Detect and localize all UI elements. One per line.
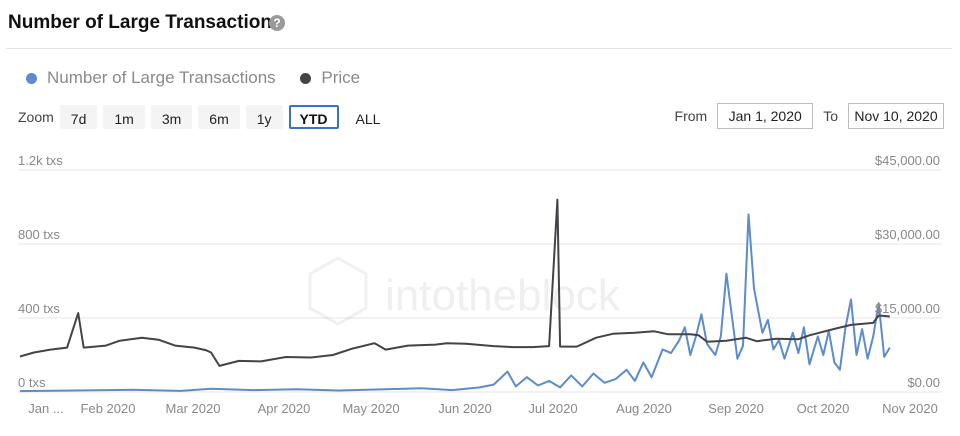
watermark-logo [308, 256, 368, 326]
from-date-input[interactable]: Jan 1, 2020 [717, 103, 814, 129]
x-axis-tick-label: Mar 2020 [166, 401, 221, 416]
zoom-1m-button[interactable]: 1m [103, 105, 145, 129]
zoom-controls: Zoom 7d 1m 3m 6m 1y YTD ALL [18, 104, 397, 130]
zoom-ytd-button[interactable]: YTD [288, 105, 339, 129]
y-axis-left-tick-label: 800 txs [18, 227, 60, 242]
x-axis-tick-label: Apr 2020 [258, 401, 311, 416]
legend-label: Price [321, 68, 361, 87]
zoom-all-button[interactable]: ALL [344, 105, 392, 129]
x-axis-tick-label: Jul 2020 [528, 401, 577, 416]
y-axis-right-tick-label: $45,000.00 [875, 153, 940, 168]
x-axis-tick-label: Jun 2020 [438, 401, 492, 416]
legend-dot-icon [300, 72, 312, 84]
series-line-price [19, 198, 890, 367]
legend-dot-icon [26, 72, 37, 84]
y-axis-right-tick-label: $30,000.00 [875, 227, 940, 242]
legend-item-price[interactable]: Price [300, 68, 360, 88]
x-axis-tick-label: Oct 2020 [797, 401, 850, 416]
legend-label: Number of Large Transactions [47, 68, 276, 87]
x-axis-tick-label: Aug 2020 [616, 401, 672, 416]
x-axis-tick-label: Jan ... [28, 401, 63, 416]
watermark-hexagon-icon [308, 256, 368, 326]
chart-header: Number of Large Transactions ? [6, 0, 952, 49]
y-axis-left-tick-label: 0 txs [18, 375, 46, 390]
zoom-3m-button[interactable]: 3m [150, 105, 193, 129]
zoom-1y-button[interactable]: 1y [245, 105, 283, 129]
from-label: From [674, 108, 708, 124]
date-range: From Jan 1, 2020 To Nov 10, 2020 [665, 103, 944, 129]
y-axis-left-tick-label: 1.2k txs [18, 153, 63, 168]
y-axis-right-tick-label: $15,000.00 [875, 301, 940, 316]
zoom-label: Zoom [18, 109, 54, 125]
x-axis-tick-label: Nov 2020 [882, 401, 938, 416]
to-label: To [823, 108, 838, 124]
y-axis-left-tick-label: 400 txs [18, 301, 60, 316]
x-axis-tick-label: May 2020 [342, 401, 399, 416]
x-axis-tick-label: Sep 2020 [708, 401, 764, 416]
chart-legend: Number of Large Transactions Price [26, 68, 380, 90]
y-axis-right-tick-label: $0.00 [907, 375, 940, 390]
to-date-input[interactable]: Nov 10, 2020 [848, 103, 944, 129]
page-title: Number of Large Transactions [8, 12, 283, 33]
question-circle-icon[interactable]: ? [269, 15, 285, 31]
zoom-7d-button[interactable]: 7d [59, 105, 98, 129]
legend-item-transactions[interactable]: Number of Large Transactions [26, 68, 276, 88]
watermark-text: intotheblock [385, 271, 621, 320]
x-axis-tick-label: Feb 2020 [81, 401, 136, 416]
zoom-6m-button[interactable]: 6m [198, 105, 240, 129]
